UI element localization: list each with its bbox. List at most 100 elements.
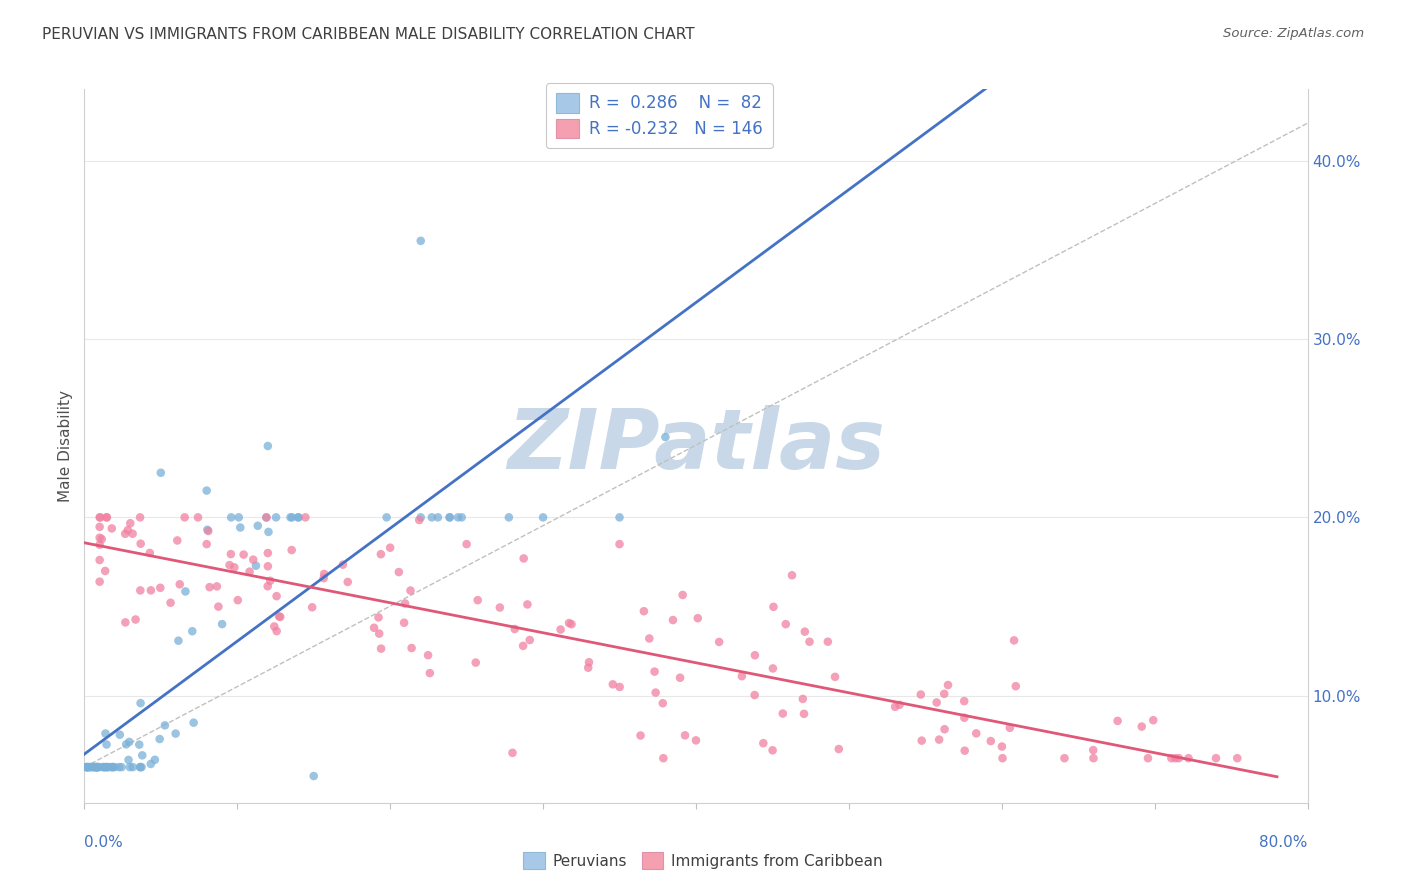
Point bbox=[89, 531, 111, 545]
Point bbox=[420, 510, 443, 524]
Point bbox=[1160, 751, 1182, 765]
Point bbox=[121, 526, 143, 541]
Point bbox=[76, 760, 98, 774]
Point bbox=[183, 715, 205, 730]
Point bbox=[195, 523, 218, 537]
Point bbox=[762, 661, 785, 675]
Point bbox=[388, 565, 411, 579]
Point bbox=[131, 748, 153, 763]
Point bbox=[173, 510, 195, 524]
Point bbox=[124, 612, 146, 626]
Point bbox=[143, 753, 166, 767]
Point bbox=[257, 524, 280, 539]
Point bbox=[86, 760, 108, 774]
Point bbox=[531, 510, 554, 524]
Point bbox=[129, 510, 152, 524]
Point bbox=[953, 711, 976, 725]
Point bbox=[799, 634, 821, 648]
Point bbox=[259, 574, 281, 588]
Point bbox=[89, 510, 111, 524]
Point bbox=[792, 692, 814, 706]
Point bbox=[165, 726, 187, 740]
Point bbox=[149, 581, 172, 595]
Point bbox=[166, 533, 188, 548]
Point bbox=[205, 579, 228, 593]
Point bbox=[76, 760, 98, 774]
Point bbox=[399, 583, 422, 598]
Point bbox=[101, 760, 124, 774]
Point bbox=[550, 623, 572, 637]
Point bbox=[644, 665, 666, 679]
Point bbox=[94, 760, 117, 774]
Point bbox=[139, 583, 162, 598]
Point bbox=[953, 694, 976, 708]
Point bbox=[93, 760, 115, 774]
Point bbox=[368, 626, 391, 640]
Point bbox=[129, 760, 152, 774]
Point bbox=[332, 558, 354, 572]
Point bbox=[224, 560, 246, 574]
Point bbox=[257, 546, 280, 560]
Point bbox=[256, 510, 278, 524]
Point bbox=[96, 738, 118, 752]
Point bbox=[925, 696, 948, 710]
Point bbox=[239, 565, 262, 579]
Point bbox=[409, 234, 432, 248]
Point bbox=[576, 661, 599, 675]
Point bbox=[103, 760, 125, 774]
Point bbox=[1142, 713, 1164, 727]
Point bbox=[408, 513, 430, 527]
Point bbox=[998, 721, 1021, 735]
Point bbox=[1004, 679, 1026, 693]
Point bbox=[86, 760, 108, 774]
Point bbox=[817, 634, 839, 648]
Y-axis label: Male Disability: Male Disability bbox=[58, 390, 73, 502]
Point bbox=[174, 584, 197, 599]
Point bbox=[89, 553, 111, 567]
Point bbox=[197, 524, 219, 538]
Point bbox=[512, 551, 534, 566]
Point bbox=[218, 558, 240, 573]
Legend: R =  0.286    N =  82, R = -0.232   N = 146: R = 0.286 N = 82, R = -0.232 N = 146 bbox=[546, 83, 773, 148]
Point bbox=[96, 510, 118, 524]
Point bbox=[83, 760, 105, 774]
Point bbox=[211, 617, 233, 632]
Point bbox=[793, 706, 815, 721]
Point bbox=[780, 568, 803, 582]
Point bbox=[1164, 751, 1187, 765]
Point bbox=[77, 760, 100, 774]
Point bbox=[652, 751, 675, 765]
Point bbox=[312, 571, 335, 585]
Point bbox=[889, 698, 911, 712]
Point bbox=[129, 760, 152, 774]
Point bbox=[516, 598, 538, 612]
Point bbox=[502, 746, 524, 760]
Point bbox=[89, 574, 111, 589]
Point bbox=[638, 632, 661, 646]
Point bbox=[394, 597, 416, 611]
Point bbox=[264, 510, 287, 524]
Point bbox=[86, 760, 108, 774]
Point bbox=[467, 593, 489, 607]
Point bbox=[744, 688, 766, 702]
Point bbox=[1083, 751, 1105, 765]
Point bbox=[363, 621, 385, 635]
Point bbox=[439, 510, 461, 524]
Point bbox=[401, 640, 423, 655]
Point bbox=[82, 760, 104, 774]
Point bbox=[76, 760, 98, 774]
Point bbox=[266, 589, 288, 603]
Point bbox=[314, 566, 336, 581]
Point bbox=[219, 547, 242, 561]
Point bbox=[117, 523, 139, 537]
Point bbox=[980, 734, 1002, 748]
Point bbox=[246, 518, 269, 533]
Point bbox=[280, 510, 302, 524]
Point bbox=[83, 760, 105, 774]
Point bbox=[1226, 751, 1249, 765]
Point bbox=[75, 760, 97, 774]
Point bbox=[1083, 743, 1105, 757]
Point bbox=[169, 577, 191, 591]
Point bbox=[1136, 751, 1159, 765]
Point bbox=[294, 510, 316, 524]
